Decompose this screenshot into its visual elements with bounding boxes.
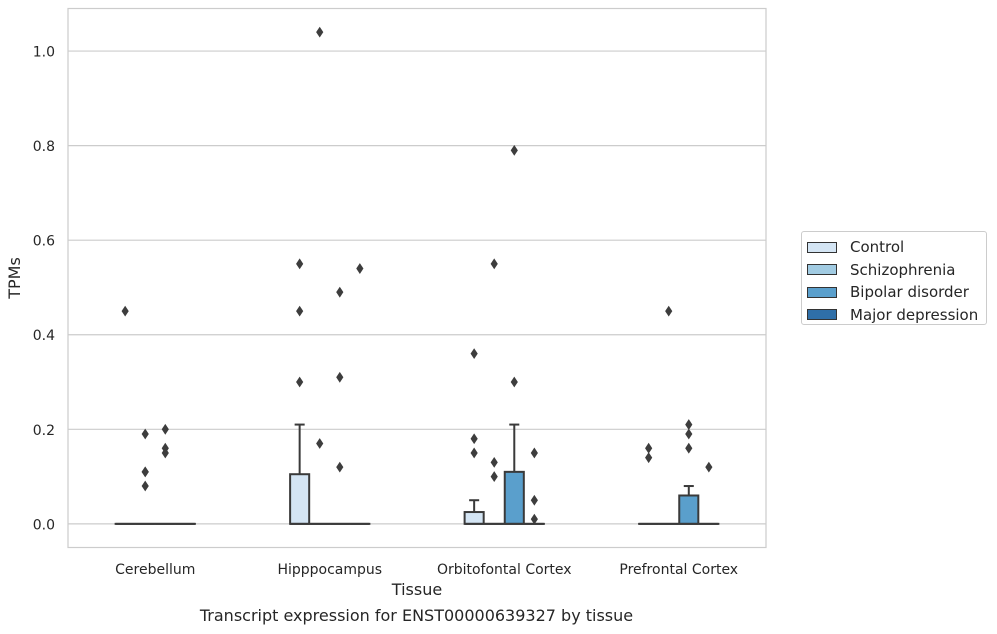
- outlier-point: [705, 461, 713, 473]
- outlier-point: [121, 305, 129, 317]
- legend-item: Major depression: [807, 304, 986, 327]
- x-tick-label: Orbitofontal Cortex: [437, 562, 572, 578]
- y-tick-label: 0.2: [33, 423, 55, 439]
- outlier-point: [336, 286, 344, 298]
- legend-label: Major depression: [850, 305, 979, 324]
- outlier-point: [645, 442, 653, 454]
- outlier-point: [336, 461, 344, 473]
- outlier-point: [141, 480, 149, 492]
- x-tick-label: Prefrontal Cortex: [619, 562, 738, 578]
- y-tick-label: 0.0: [33, 517, 55, 533]
- legend-label: Bipolar disorder: [850, 283, 969, 302]
- outlier-point: [530, 513, 538, 525]
- outlier-point: [336, 371, 344, 383]
- outlier-point: [645, 452, 653, 464]
- y-tick-label: 0.8: [33, 139, 55, 155]
- outlier-point: [161, 423, 169, 435]
- outlier-point: [296, 305, 304, 317]
- outlier-point: [316, 438, 324, 449]
- outlier-point: [470, 348, 478, 360]
- gridlines: [68, 50, 766, 525]
- legend-label: Control: [850, 238, 905, 257]
- legend-swatch: [807, 241, 837, 253]
- boxes: [114, 423, 720, 525]
- outlier-point: [685, 428, 693, 440]
- legend-item: Bipolar disorder: [807, 281, 986, 304]
- outlier-point: [510, 144, 518, 156]
- outlier-point: [141, 466, 149, 478]
- x-tick-label: Hipppocampus: [277, 562, 382, 578]
- plot-area-frame: [67, 7, 767, 549]
- y-tick-label: 0.4: [33, 328, 55, 344]
- legend-swatch: [807, 309, 837, 321]
- x-tick-label: Cerebellum: [115, 562, 195, 578]
- legend-item: Schizophrenia: [807, 259, 986, 282]
- outlier-point: [510, 376, 518, 388]
- legend: Control Schizophrenia Bipolar disorder Majo…: [801, 231, 987, 325]
- chart-caption: Transcript expression for ENST0000063932…: [199, 606, 634, 625]
- x-axis-ticks: Cerebellum Hipppocampus Orbitofontal Corte…: [115, 562, 738, 578]
- outlier-point: [141, 428, 149, 440]
- outlier-point: [470, 433, 478, 445]
- y-tick-label: 0.6: [33, 234, 55, 250]
- outlier-point: [685, 419, 693, 430]
- outlier-point: [296, 258, 304, 270]
- box: [678, 494, 700, 525]
- outlier-point: [470, 447, 478, 459]
- legend-item: Control: [807, 236, 986, 259]
- outliers: [121, 26, 713, 525]
- x-axis-label: Tissue: [391, 580, 442, 599]
- legend-swatch: [807, 264, 837, 276]
- outlier-point: [296, 376, 304, 388]
- y-axis-ticks: 0.0 0.2 0.4 0.6 0.8 1.0: [33, 45, 55, 534]
- outlier-point: [161, 442, 169, 454]
- box: [503, 470, 525, 525]
- box: [463, 511, 485, 525]
- outlier-point: [356, 263, 364, 274]
- outlier-point: [665, 305, 673, 317]
- outlier-point: [530, 447, 538, 459]
- outlier-point: [490, 471, 498, 482]
- outlier-point: [490, 258, 498, 270]
- outlier-point: [685, 442, 693, 454]
- legend-swatch: [807, 286, 837, 298]
- box: [289, 473, 311, 525]
- y-axis-label: TPMs: [5, 257, 24, 300]
- outlier-point: [530, 494, 538, 506]
- outlier-point: [490, 456, 498, 468]
- y-tick-label: 1.0: [33, 45, 55, 61]
- legend-label: Schizophrenia: [850, 260, 956, 279]
- outlier-point: [316, 26, 324, 38]
